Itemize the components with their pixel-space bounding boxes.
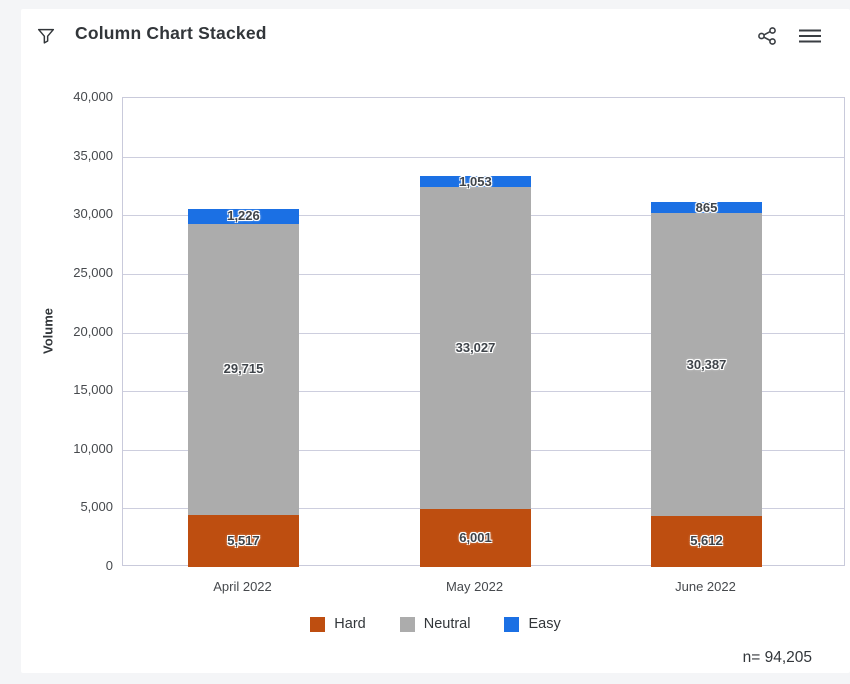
filter-icon[interactable]	[35, 25, 57, 47]
bar-segment-hard[interactable]	[188, 514, 299, 567]
sample-size-label: n= 94,205	[742, 649, 812, 666]
chart-card: Column Chart Stacked Volume 5,517 29,715 1…	[21, 9, 850, 673]
x-category-label: June 2022	[675, 579, 736, 594]
chart-title: Column Chart Stacked	[75, 23, 267, 43]
gridline	[123, 156, 844, 158]
x-category-label: April 2022	[213, 579, 272, 594]
y-tick-label: 10,000	[73, 440, 113, 456]
legend-label: Easy	[528, 616, 561, 632]
legend-swatch	[310, 616, 326, 632]
y-tick-label: 30,000	[73, 206, 113, 222]
bar-segment-hard[interactable]	[420, 508, 531, 567]
bar-segment-neutral[interactable]	[188, 223, 299, 515]
plot-area: 5,517 29,715 1,226 6,001 33,027 1,053 5,612 30,…	[122, 97, 845, 567]
share-icon[interactable]	[755, 24, 779, 48]
legend-item-easy[interactable]: Easy	[504, 616, 561, 632]
legend-item-neutral[interactable]: Neutral	[399, 616, 471, 632]
legend: Hard Neutral Easy	[21, 616, 850, 632]
y-tick-label: 25,000	[73, 264, 113, 280]
bar-segment-easy[interactable]	[188, 208, 299, 224]
y-tick-label: 5,000	[80, 499, 113, 515]
y-tick-label: 15,000	[73, 382, 113, 398]
y-tick-label: 20,000	[73, 323, 113, 339]
legend-item-hard[interactable]: Hard	[310, 616, 366, 632]
bar-segment-neutral[interactable]	[420, 187, 531, 509]
x-category-label: May 2022	[445, 579, 504, 594]
bar-segment-easy[interactable]	[651, 202, 762, 214]
legend-swatch	[399, 616, 415, 632]
bar-segment-hard[interactable]	[651, 515, 762, 567]
bar-segment-neutral[interactable]	[651, 213, 762, 516]
legend-label: Hard	[334, 616, 366, 632]
legend-swatch	[504, 616, 520, 632]
y-tick-label: 40,000	[73, 89, 113, 104]
legend-label: Neutral	[423, 616, 471, 632]
menu-icon[interactable]	[797, 24, 823, 48]
chart-header: Column Chart Stacked	[21, 9, 850, 67]
bar-segment-easy[interactable]	[420, 176, 531, 188]
y-tick-label: 35,000	[73, 147, 113, 163]
y-tick-label: 0	[105, 558, 113, 573]
